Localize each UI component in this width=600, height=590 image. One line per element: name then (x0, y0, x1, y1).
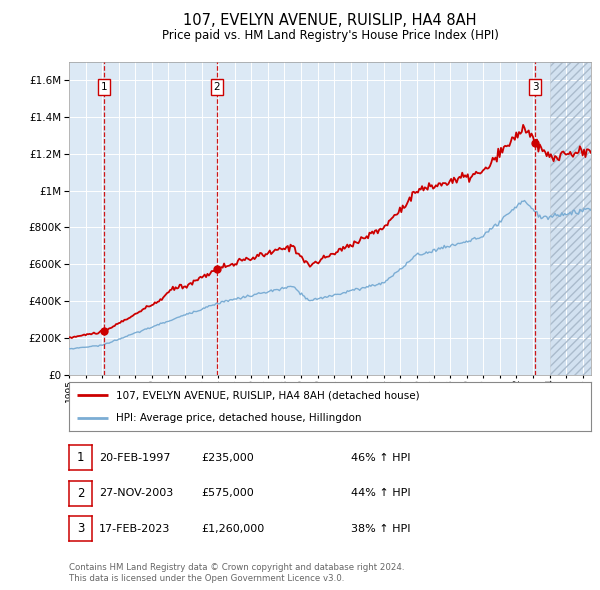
Text: 20-FEB-1997: 20-FEB-1997 (99, 453, 170, 463)
Text: £235,000: £235,000 (201, 453, 254, 463)
Text: 3: 3 (77, 522, 84, 535)
Text: 107, EVELYN AVENUE, RUISLIP, HA4 8AH (detached house): 107, EVELYN AVENUE, RUISLIP, HA4 8AH (de… (116, 391, 419, 401)
Text: 38% ↑ HPI: 38% ↑ HPI (351, 524, 410, 533)
Text: £1,260,000: £1,260,000 (201, 524, 264, 533)
Text: 46% ↑ HPI: 46% ↑ HPI (351, 453, 410, 463)
Text: 2: 2 (214, 82, 220, 92)
Text: £575,000: £575,000 (201, 489, 254, 498)
Text: Price paid vs. HM Land Registry's House Price Index (HPI): Price paid vs. HM Land Registry's House … (161, 29, 499, 42)
Text: 2: 2 (77, 487, 84, 500)
Text: This data is licensed under the Open Government Licence v3.0.: This data is licensed under the Open Gov… (69, 573, 344, 583)
Text: 3: 3 (532, 82, 538, 92)
Text: 1: 1 (101, 82, 107, 92)
Text: 17-FEB-2023: 17-FEB-2023 (99, 524, 170, 533)
Text: Contains HM Land Registry data © Crown copyright and database right 2024.: Contains HM Land Registry data © Crown c… (69, 563, 404, 572)
Text: 44% ↑ HPI: 44% ↑ HPI (351, 489, 410, 498)
Text: 107, EVELYN AVENUE, RUISLIP, HA4 8AH: 107, EVELYN AVENUE, RUISLIP, HA4 8AH (183, 13, 477, 28)
Bar (550, 62, 591, 375)
Text: 1: 1 (77, 451, 84, 464)
Text: 27-NOV-2003: 27-NOV-2003 (99, 489, 173, 498)
Bar (550, 62, 591, 375)
Text: HPI: Average price, detached house, Hillingdon: HPI: Average price, detached house, Hill… (116, 412, 361, 422)
